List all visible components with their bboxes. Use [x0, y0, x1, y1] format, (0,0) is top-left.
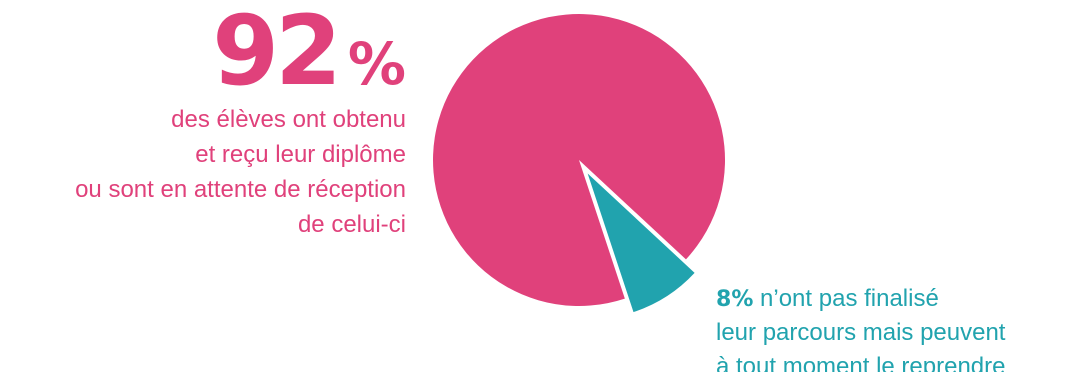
not-finalized-callout: 8% n’ont pas finalisé leur parcours mais… — [716, 282, 1006, 372]
pie-slice-not-finalized — [587, 173, 695, 313]
not-finalized-number: 8 — [716, 287, 732, 312]
graduated-description-line: des élèves ont obtenu — [171, 106, 406, 134]
graduated-callout: 92 % des élèves ont obtenu et reçu leur … — [75, 0, 406, 242]
graduated-number: 92 — [212, 0, 342, 107]
graduated-description-line: et reçu leur diplôme — [195, 140, 406, 168]
not-finalized-description-line: à tout moment le reprendre — [716, 353, 1006, 372]
not-finalized-percent-sign: % — [731, 287, 754, 312]
graduated-description-line: de celui-ci — [297, 210, 406, 238]
graduated-description-line: ou sont en attente de réception — [75, 175, 406, 203]
not-finalized-description-line: n’ont pas finalisé — [760, 285, 939, 312]
graduated-description: des élèves ont obtenu et reçu leur diplô… — [75, 103, 406, 242]
graduated-percent-sign: % — [347, 30, 406, 98]
not-finalized-first-line: 8% n’ont pas finalisé — [716, 282, 1006, 316]
not-finalized-description-line: leur parcours mais peuvent — [716, 319, 1006, 347]
pie-slice-graduated — [433, 13, 726, 306]
graduated-percentage: 92 % — [75, 0, 406, 107]
